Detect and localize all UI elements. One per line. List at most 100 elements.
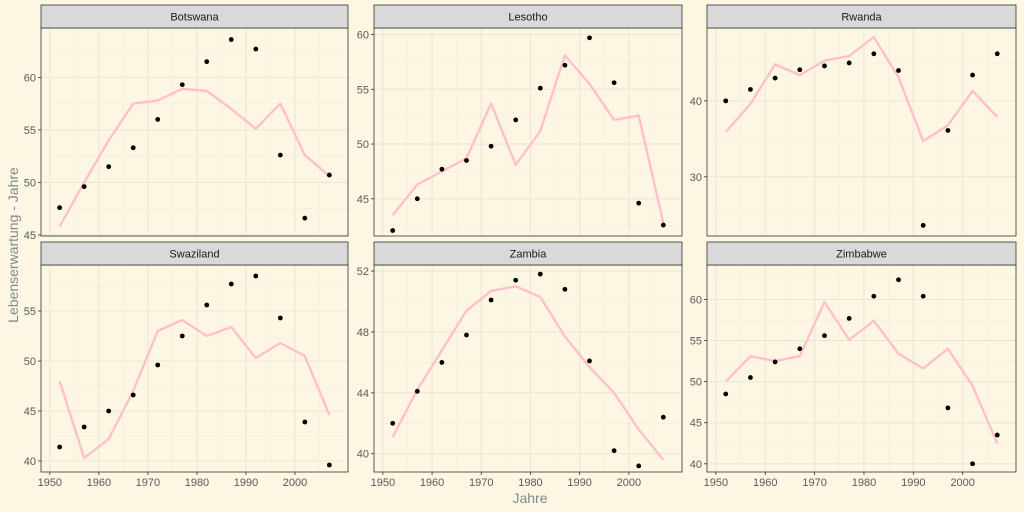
data-point — [81, 424, 87, 430]
facet-strip — [40, 241, 349, 266]
x-tick-label: 2000 — [617, 477, 641, 489]
panel-zimbabwe: Zimbabwe 40 45 50 55 60 1950 1960 1970 1980 1990 20… — [690, 241, 1017, 489]
data-point — [748, 87, 753, 92]
panel-background — [374, 265, 682, 472]
data-point — [723, 391, 729, 397]
panel-zambia: Zambia 40 44 48 52 1950 1960 1970 1980 1990 2000 — [357, 241, 683, 489]
data-point — [57, 444, 63, 450]
data-point — [846, 60, 852, 66]
y-tick-label: 60 — [690, 295, 702, 307]
data-point — [994, 432, 1000, 438]
facet-title: Botswana — [170, 12, 219, 24]
data-point — [253, 273, 259, 279]
data-point — [326, 462, 332, 468]
x-tick-label: 1990 — [234, 477, 258, 489]
panel-background — [374, 28, 682, 236]
data-point — [106, 164, 112, 170]
data-point — [488, 143, 494, 149]
data-point — [414, 388, 420, 394]
data-point — [179, 333, 185, 339]
panel-background — [41, 265, 348, 472]
facet-strip — [706, 241, 1017, 266]
x-tick-label: 1970 — [469, 477, 493, 489]
data-point — [537, 85, 543, 91]
data-point — [513, 277, 519, 283]
y-tick-label: 60 — [24, 72, 36, 84]
data-point — [302, 419, 308, 425]
x-tick-label: 1970 — [136, 477, 160, 489]
y-tick-label: 44 — [357, 388, 369, 400]
y-tick-label: 52 — [357, 266, 369, 278]
data-point — [772, 359, 778, 365]
data-point — [660, 414, 666, 420]
y-tick-label: 40 — [690, 96, 702, 108]
data-point — [920, 293, 926, 299]
x-tick-label: 2000 — [283, 477, 307, 489]
data-point — [611, 448, 617, 454]
y-tick-label: 30 — [690, 172, 702, 184]
data-point — [228, 281, 234, 287]
x-tick-label: 1950 — [704, 477, 728, 489]
facet-strip — [40, 4, 349, 29]
x-tick-label: 1980 — [185, 477, 209, 489]
data-point — [636, 200, 642, 206]
series-line — [724, 35, 999, 143]
y-tick-label: 45 — [357, 194, 369, 206]
data-point — [81, 184, 87, 190]
data-point — [970, 461, 975, 467]
series-line — [58, 318, 331, 460]
data-point — [204, 302, 210, 308]
data-point — [390, 420, 396, 426]
facet-title: Lesotho — [508, 12, 547, 24]
y-tick-label: 55 — [357, 84, 369, 96]
y-axis-title: Lebenserwartung - Jahre — [5, 167, 21, 323]
data-point — [302, 215, 308, 221]
data-point — [57, 205, 63, 211]
data-point — [660, 222, 666, 228]
data-point — [896, 68, 901, 73]
data-point — [464, 332, 469, 338]
y-tick-label: 40 — [690, 459, 702, 471]
x-tick-label: 1990 — [567, 477, 591, 489]
panel-lesotho: Lesotho 45 50 55 60 — [357, 4, 683, 237]
y-tick-label: 48 — [357, 327, 369, 339]
y-tick-label: 40 — [357, 449, 369, 461]
data-point — [562, 286, 568, 292]
x-tick-label: 1950 — [371, 477, 395, 489]
panel-background — [707, 265, 1016, 472]
data-point — [896, 277, 901, 283]
data-point — [106, 408, 112, 414]
y-tick-label: 45 — [24, 230, 36, 242]
x-tick-label: 1980 — [518, 477, 542, 489]
x-tick-label: 1960 — [753, 477, 777, 489]
x-tick-label: 1950 — [38, 477, 62, 489]
data-point — [587, 35, 592, 41]
data-point — [513, 117, 519, 123]
data-point — [871, 51, 877, 57]
y-tick-label: 60 — [357, 30, 369, 42]
data-point — [723, 98, 729, 104]
data-point — [326, 172, 332, 178]
panel-background — [707, 28, 1016, 236]
facet-title: Rwanda — [841, 12, 882, 24]
data-point — [488, 297, 494, 303]
facet-title: Swaziland — [169, 249, 219, 261]
data-point — [277, 315, 283, 321]
data-point — [970, 72, 975, 78]
facet-title: Zimbabwe — [836, 249, 887, 261]
data-point — [537, 271, 543, 277]
data-point — [772, 75, 778, 81]
facet-strip — [706, 4, 1017, 29]
x-axis-title: Jahre — [512, 490, 547, 506]
data-point — [748, 375, 753, 380]
data-point — [562, 62, 568, 68]
y-tick-label: 40 — [24, 456, 36, 468]
x-tick-label: 1980 — [852, 477, 876, 489]
data-point — [636, 463, 642, 469]
data-point — [611, 80, 617, 86]
data-point — [130, 392, 136, 398]
data-point — [797, 67, 803, 73]
data-point — [439, 360, 445, 365]
data-point — [464, 158, 469, 163]
